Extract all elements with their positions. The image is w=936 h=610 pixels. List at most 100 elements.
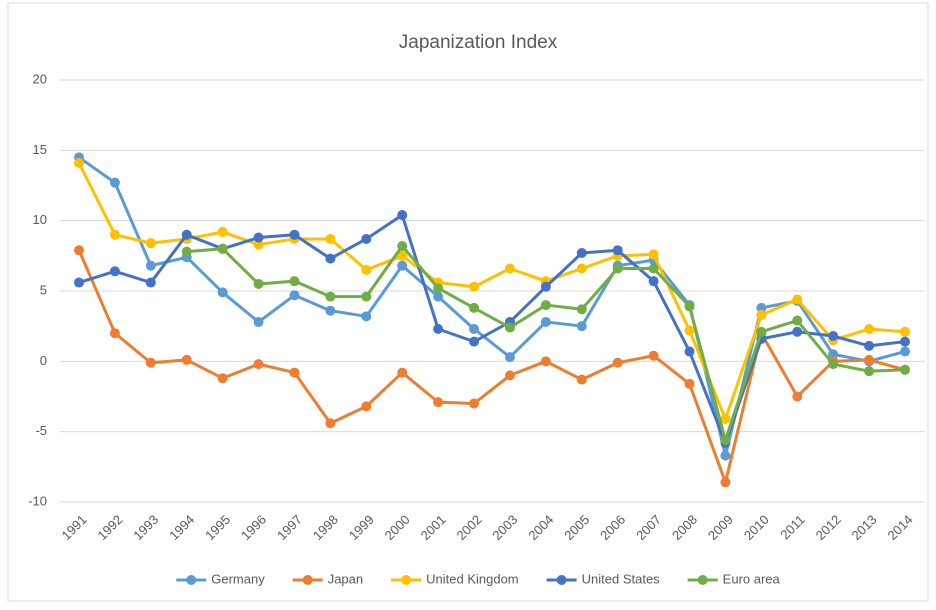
data-point	[684, 346, 695, 357]
data-point	[361, 401, 372, 412]
data-point	[145, 238, 156, 249]
data-point	[756, 302, 767, 313]
data-point	[504, 263, 515, 274]
data-point	[289, 367, 300, 378]
data-point	[612, 263, 623, 274]
legend-label: Japan	[328, 571, 363, 586]
data-point	[325, 305, 336, 316]
chart-frame	[7, 2, 929, 602]
legend-label: Euro area	[723, 571, 781, 586]
data-point	[900, 326, 910, 337]
data-point	[145, 260, 156, 271]
data-point	[648, 249, 659, 260]
data-point	[397, 367, 408, 378]
data-point	[325, 253, 336, 264]
data-point	[864, 340, 875, 351]
y-tick-label: 5	[40, 282, 47, 297]
data-point	[792, 315, 803, 326]
y-tick-label: -5	[35, 423, 47, 438]
data-point	[504, 370, 515, 381]
data-point	[109, 266, 120, 277]
data-point	[648, 276, 659, 287]
legend-label: United States	[582, 571, 661, 586]
data-point	[684, 378, 695, 389]
legend-marker	[401, 575, 412, 585]
data-point	[289, 229, 300, 240]
data-point	[756, 309, 767, 320]
data-point	[109, 229, 120, 240]
data-point	[792, 294, 803, 305]
data-point	[648, 263, 659, 274]
data-point	[720, 435, 731, 446]
data-point	[612, 245, 623, 256]
series-line	[78, 156, 906, 458]
data-point	[74, 245, 84, 256]
data-point	[828, 359, 839, 370]
legend-marker	[186, 575, 197, 585]
data-point	[540, 356, 551, 367]
data-point	[217, 373, 228, 384]
data-point	[576, 304, 587, 315]
data-point	[900, 364, 910, 375]
data-point	[74, 157, 84, 168]
data-point	[217, 243, 228, 254]
data-point	[145, 357, 156, 368]
data-point	[504, 352, 515, 363]
data-point	[109, 328, 120, 339]
data-point	[253, 239, 264, 250]
data-point	[217, 226, 228, 237]
data-point	[828, 349, 839, 360]
data-point	[684, 325, 695, 336]
y-tick-label: 10	[33, 212, 47, 227]
data-point	[433, 291, 444, 302]
y-tick-label: -10	[28, 493, 47, 508]
data-point	[720, 450, 731, 461]
data-point	[900, 336, 910, 347]
chart-title: Japanization Index	[399, 32, 558, 53]
y-tick-label: 0	[40, 353, 47, 368]
data-point	[720, 477, 731, 488]
data-point	[576, 248, 587, 259]
data-point	[469, 302, 480, 313]
data-point	[361, 233, 372, 244]
legend-label: United Kingdom	[426, 571, 519, 586]
y-tick-label: 15	[33, 142, 47, 157]
data-point	[792, 391, 803, 402]
series-line	[78, 213, 906, 445]
data-point	[325, 418, 336, 429]
data-point	[864, 323, 875, 334]
data-point	[181, 246, 192, 257]
data-point	[397, 260, 408, 271]
series-line	[77, 249, 906, 484]
data-point	[648, 350, 659, 361]
data-point	[900, 346, 910, 357]
data-point	[325, 233, 336, 244]
data-point	[325, 291, 336, 302]
data-point	[504, 322, 515, 333]
data-point	[756, 326, 767, 337]
data-point	[540, 300, 551, 311]
data-point	[684, 301, 695, 312]
data-point	[540, 316, 551, 327]
legend-marker	[556, 575, 567, 585]
data-point	[145, 277, 156, 288]
data-point	[361, 264, 372, 275]
data-point	[864, 366, 875, 377]
data-point	[469, 323, 480, 334]
data-point	[181, 354, 192, 365]
data-point	[361, 291, 372, 302]
legend: Germany Japan United Kingdom United States E…	[176, 571, 781, 586]
data-point	[397, 240, 408, 251]
data-point	[397, 210, 408, 221]
data-point	[397, 250, 408, 261]
data-point	[253, 359, 264, 370]
data-point	[612, 357, 623, 368]
data-point	[576, 321, 587, 332]
data-point	[469, 281, 480, 292]
data-point	[361, 311, 372, 322]
data-point	[433, 397, 444, 408]
data-point	[576, 374, 587, 385]
data-point	[828, 331, 839, 342]
data-point	[289, 290, 300, 301]
data-point	[469, 336, 480, 347]
